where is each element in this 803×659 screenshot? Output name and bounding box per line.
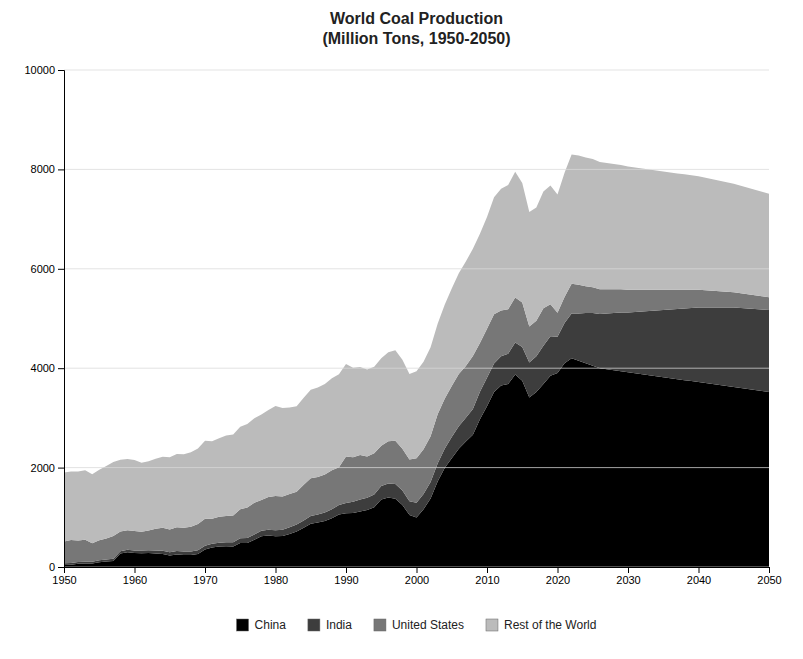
x-tick-label: 2000 (405, 574, 429, 586)
y-axis: 0 2000 4000 6000 8000 10000 (24, 64, 64, 573)
grid-line (64, 467, 769, 468)
x-tick-label: 2050 (757, 574, 781, 586)
x-tick-label: 2040 (687, 574, 711, 586)
y-tick: 0 (49, 561, 64, 573)
grid-line (64, 70, 769, 71)
x-tick-mark (628, 567, 629, 573)
x-tick-mark (487, 567, 488, 573)
chart: 1950 1960 1970 1980 1990 2000 2010 2020 2030 2040… (0, 0, 803, 659)
x-tick: 2050 (757, 567, 781, 586)
x-tick: 2040 (687, 567, 711, 586)
x-tick-mark (276, 567, 277, 573)
y-tick: 4000 (31, 362, 64, 374)
x-tick-label: 1950 (52, 574, 76, 586)
y-tick-label: 8000 (31, 163, 55, 175)
x-tick: 1960 (123, 567, 147, 586)
legend-item: Rest of the World (486, 618, 596, 632)
x-tick: 2010 (475, 567, 499, 586)
x-tick-label: 1970 (193, 574, 217, 586)
grid (64, 70, 769, 567)
legend-item: United States (374, 618, 464, 632)
x-tick-mark (699, 567, 700, 573)
y-tick-mark (58, 368, 64, 369)
y-tick-mark (58, 468, 64, 469)
x-tick: 2020 (546, 567, 570, 586)
x-tick-label: 2010 (475, 574, 499, 586)
x-tick-mark (769, 567, 770, 573)
title-line: World Coal Production (330, 10, 503, 27)
legend-swatch (237, 619, 249, 631)
legend-item: India (308, 618, 352, 632)
x-tick-label: 1960 (123, 574, 147, 586)
grid-line (64, 268, 769, 269)
x-tick-label: 2020 (546, 574, 570, 586)
x-tick-label: 1980 (264, 574, 288, 586)
y-tick: 10000 (24, 64, 64, 76)
legend: China India United States Rest of the World (237, 618, 597, 632)
y-axis-line (58, 71, 65, 568)
y-tick-label: 10000 (24, 64, 55, 76)
x-tick: 2030 (616, 567, 640, 586)
legend-label: China (255, 618, 287, 632)
x-tick-label: 2030 (616, 574, 640, 586)
x-tick: 1950 (52, 567, 76, 586)
x-tick-label: 1990 (334, 574, 358, 586)
x-tick-mark (558, 567, 559, 573)
legend-swatch (308, 619, 320, 631)
y-tick-label: 0 (49, 561, 55, 573)
legend-item: China (237, 618, 287, 632)
y-tick-mark (58, 169, 64, 170)
legend-swatch (374, 619, 386, 631)
x-tick: 1980 (264, 567, 288, 586)
y-tick: 8000 (31, 163, 64, 175)
y-tick: 2000 (31, 462, 64, 474)
y-tick-mark (58, 70, 64, 71)
x-tick-mark (135, 567, 136, 573)
x-tick-mark (417, 567, 418, 573)
x-tick-mark (205, 567, 206, 573)
plot-area (64, 154, 769, 567)
y-tick: 6000 (31, 263, 64, 275)
grid-line (64, 169, 769, 170)
title: World Coal Production (Million Tons, 1950… (322, 10, 510, 47)
grid-line (64, 368, 769, 369)
x-axis: 1950 1960 1970 1980 1990 2000 2010 2020 2030 2040… (52, 567, 781, 586)
x-tick: 1990 (334, 567, 358, 586)
y-tick-label: 4000 (31, 362, 55, 374)
legend-swatch (486, 619, 498, 631)
title-line: (Million Tons, 1950-2050) (322, 30, 510, 47)
x-tick: 2000 (405, 567, 429, 586)
y-tick-label: 6000 (31, 263, 55, 275)
x-axis-line (65, 568, 770, 574)
x-tick-mark (346, 567, 347, 573)
legend-label: Rest of the World (504, 618, 596, 632)
y-tick-mark (58, 269, 64, 270)
x-tick: 1970 (193, 567, 217, 586)
legend-label: India (326, 618, 352, 632)
y-tick-mark (58, 567, 64, 568)
area (64, 154, 769, 543)
y-tick-label: 2000 (31, 462, 55, 474)
legend-label: United States (392, 618, 464, 632)
